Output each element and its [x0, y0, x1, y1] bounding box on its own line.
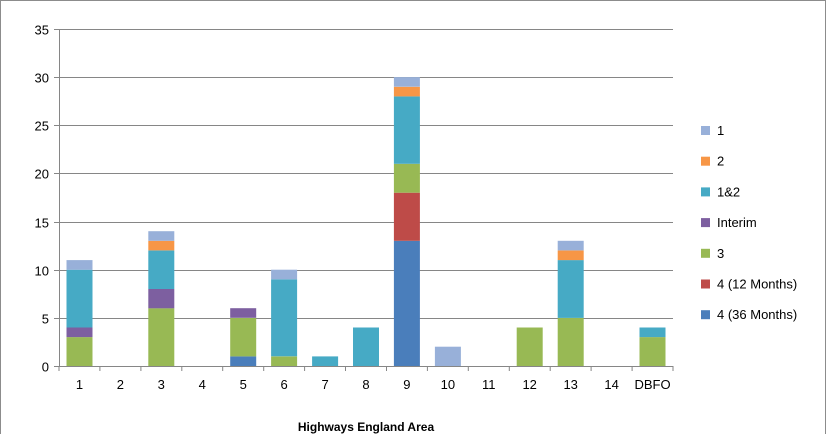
- legend-label: 3: [717, 246, 724, 261]
- legend-swatch: [701, 280, 710, 289]
- x-tick-label: 1: [76, 377, 83, 392]
- bar-segment: [394, 77, 420, 87]
- x-axis-title: Highways England Area: [298, 420, 435, 434]
- bar-segment: [67, 328, 93, 338]
- x-tick-label: 12: [522, 377, 536, 392]
- x-tick-label: 2: [117, 377, 124, 392]
- bar-segment: [148, 289, 174, 308]
- bar-segment: [230, 356, 256, 366]
- x-tick-label: 6: [280, 377, 287, 392]
- bar-segment: [394, 96, 420, 163]
- legend-item: 3: [701, 246, 724, 261]
- bar-segment: [394, 241, 420, 366]
- bar-segment: [394, 164, 420, 193]
- bar-segment: [558, 260, 584, 318]
- bar-segment: [312, 356, 338, 366]
- x-tick-label: 13: [563, 377, 577, 392]
- y-tick-label: 20: [35, 167, 49, 182]
- legend-item: 1: [701, 123, 724, 138]
- bar-segment: [640, 337, 666, 366]
- legend-swatch: [701, 187, 710, 196]
- x-tick-label: 10: [441, 377, 455, 392]
- legend-label: 1&2: [717, 184, 740, 199]
- bars: [67, 77, 666, 366]
- y-tick-label: 35: [35, 23, 49, 38]
- bar-segment: [230, 308, 256, 318]
- x-tick-label: 7: [321, 377, 328, 392]
- legend-swatch: [701, 157, 710, 166]
- bar-segment: [394, 87, 420, 97]
- x-tick-label: 3: [158, 377, 165, 392]
- legend-item: Interim: [701, 215, 757, 230]
- bar-segment: [67, 270, 93, 328]
- y-tick-label: 5: [42, 312, 49, 327]
- bar-segment: [353, 328, 379, 367]
- bar-segment: [558, 318, 584, 366]
- x-tick-labels: 1 2 3 4 5 6 7 8 9 10 11 12 13 14 DBFO: [76, 377, 671, 392]
- bar-segment: [558, 251, 584, 261]
- legend-swatch: [701, 218, 710, 227]
- bar-segment: [271, 270, 297, 280]
- x-tick-label: 9: [403, 377, 410, 392]
- y-tick-label: 15: [35, 216, 49, 231]
- bar-segment: [67, 260, 93, 270]
- legend-label: 4 (36 Months): [717, 307, 797, 322]
- legend-item: 4 (36 Months): [701, 307, 797, 322]
- y-tick-label: 0: [42, 360, 49, 375]
- x-tick-label: 8: [362, 377, 369, 392]
- y-tick-label: 30: [35, 71, 49, 86]
- bar-segment: [230, 318, 256, 357]
- bar-segment: [148, 308, 174, 366]
- legend-swatch: [701, 126, 710, 135]
- x-tick-label: DBFO: [634, 377, 670, 392]
- x-tick-label: 4: [199, 377, 206, 392]
- bar-segment: [67, 337, 93, 366]
- legend-item: 2: [701, 154, 724, 169]
- bar-segment: [435, 347, 461, 366]
- legend-label: Interim: [717, 215, 757, 230]
- bar-segment: [517, 328, 543, 367]
- legend-label: 4 (12 Months): [717, 277, 797, 292]
- y-tick-label: 10: [35, 264, 49, 279]
- bar-segment: [271, 356, 297, 366]
- legend: 1 2 1&2 Interim 3 4 (12 Months) 4 (36 Months): [701, 123, 797, 322]
- legend-item: 1&2: [701, 184, 740, 199]
- bar-segment: [148, 241, 174, 251]
- legend-label: 2: [717, 154, 724, 169]
- bar-segment: [558, 241, 584, 251]
- legend-swatch: [701, 310, 710, 319]
- bar-segment: [148, 251, 174, 290]
- y-tick-label: 25: [35, 119, 49, 134]
- bar-segment: [271, 279, 297, 356]
- bar-segment: [640, 328, 666, 338]
- x-tick-label: 5: [240, 377, 247, 392]
- y-tick-labels: 0 5 10 15 20 25 30 35: [35, 23, 49, 375]
- x-tick-label: 11: [482, 377, 496, 392]
- legend-item: 4 (12 Months): [701, 277, 797, 292]
- bar-segment: [148, 231, 174, 241]
- legend-swatch: [701, 249, 710, 258]
- legend-label: 1: [717, 123, 724, 138]
- bar-segment: [394, 193, 420, 241]
- x-tick-label: 14: [604, 377, 618, 392]
